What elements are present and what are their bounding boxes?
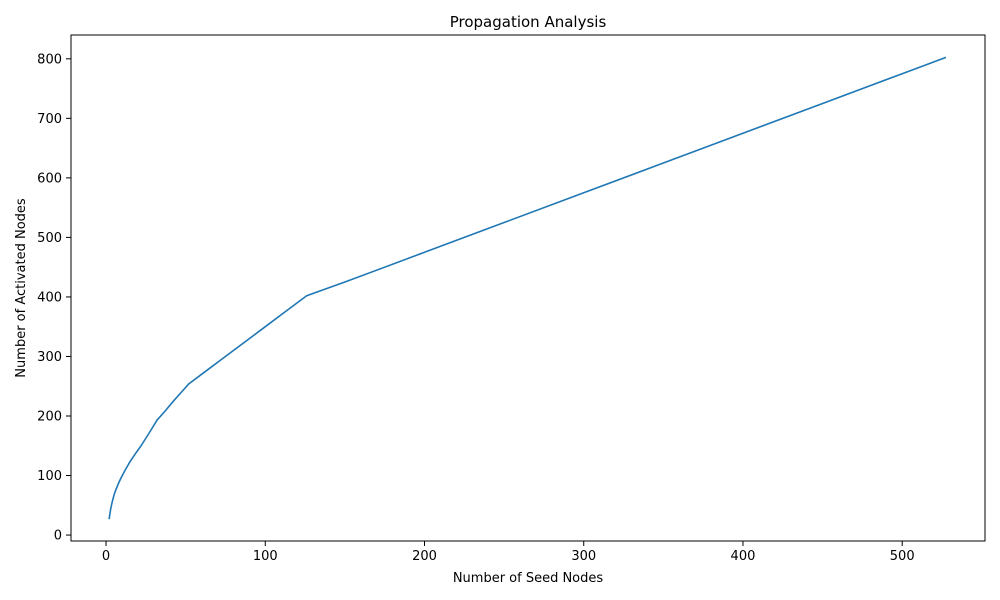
y-tick-label: 800 [37,52,62,67]
axes-frame [70,34,986,542]
x-axis-ticks: 0 100 200 300 400 500 [102,541,915,564]
x-tick-label: 0 [102,549,110,564]
chart-title: Propagation Analysis [450,13,607,31]
plot-area [108,56,947,520]
y-tick-label: 400 [37,290,62,305]
x-tick-label: 200 [412,549,437,564]
x-tick-label: 500 [890,549,915,564]
y-tick-label: 500 [37,231,62,246]
y-tick-label: 700 [37,112,62,127]
y-tick-label: 200 [37,409,62,424]
x-tick-label: 300 [571,549,596,564]
y-tick-label: 0 [54,529,62,544]
y-tick-label: 300 [37,350,62,365]
y-tick-label: 600 [37,171,62,186]
series-line [108,56,947,520]
x-axis-label: Number of Seed Nodes [453,571,604,586]
y-axis-ticks: 0 100 200 300 400 500 600 700 800 [37,52,71,544]
y-axis-label: Number of Activated Nodes [14,198,29,378]
x-tick-label: 400 [731,549,756,564]
y-tick-label: 100 [37,469,62,484]
x-tick-label: 100 [253,549,278,564]
